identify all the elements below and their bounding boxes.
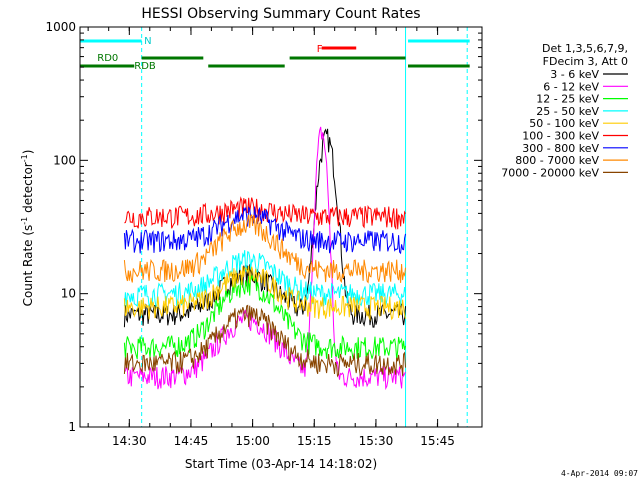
legend-header-line-2: FDecim 3, Att 0 xyxy=(543,55,628,68)
y-tick-label: 1 xyxy=(68,420,76,434)
series-line-s2 xyxy=(124,126,406,391)
flare-label: F xyxy=(317,44,323,55)
y-axis-label: Count Rate (s-1 detector-1) xyxy=(20,150,35,307)
legend-entry-s5: 50 - 100 keV xyxy=(529,117,599,130)
x-axis-label: Start Time (03-Apr-14 14:18:02) xyxy=(185,457,377,471)
y-tick-label: 10 xyxy=(61,287,76,301)
legend: Det 1,3,5,6,7,9, FDecim 3, Att 0 3 - 6 k… xyxy=(501,42,628,179)
rd0-label: RD0 xyxy=(97,53,118,64)
generated-timestamp: 4-Apr-2014 09:07 xyxy=(560,469,638,478)
legend-entry-s8: 800 - 7000 keV xyxy=(515,154,599,167)
y-tick-label: 100 xyxy=(53,153,76,167)
x-tick-label: 15:00 xyxy=(235,434,270,448)
series-line-s3 xyxy=(123,274,406,360)
series-line-s4 xyxy=(123,250,406,308)
x-tick-label: 14:45 xyxy=(174,434,209,448)
night-label: N xyxy=(144,36,151,47)
legend-entry-s3: 12 - 25 keV xyxy=(536,93,599,106)
x-tick-label: 15:30 xyxy=(359,434,394,448)
legend-entry-s1: 3 - 6 keV xyxy=(550,68,599,81)
rdb-label: RDB xyxy=(134,61,156,72)
series-line-s1 xyxy=(123,128,406,328)
legend-entry-s4: 25 - 50 keV xyxy=(536,105,599,118)
legend-header-line-1: Det 1,3,5,6,7,9, xyxy=(542,42,628,55)
axes: 1 10 100 1000 14:30 14:45 15:00 15:15 15:30 15:45 xyxy=(45,20,483,448)
x-tick-label: 15:45 xyxy=(420,434,455,448)
chart-title: HESSI Observing Summary Count Rates xyxy=(141,6,420,22)
legend-entry-s2: 6 - 12 keV xyxy=(543,80,599,93)
x-tick-label: 14:30 xyxy=(112,434,147,448)
plot-frame xyxy=(79,26,483,428)
series-line-s9 xyxy=(123,304,406,378)
legend-entry-s7: 300 - 800 keV xyxy=(522,142,599,155)
plot-area: N F RD0 RDB xyxy=(80,27,470,427)
y-tick-label: 1000 xyxy=(45,20,76,34)
series-line-s5 xyxy=(123,265,406,322)
series-line-s7 xyxy=(123,206,406,255)
legend-entry-s6: 100 - 300 keV xyxy=(522,130,599,143)
legend-entry-s9: 7000 - 20000 keV xyxy=(501,166,599,179)
x-tick-label: 15:15 xyxy=(297,434,332,448)
series-line-s8 xyxy=(123,213,406,284)
